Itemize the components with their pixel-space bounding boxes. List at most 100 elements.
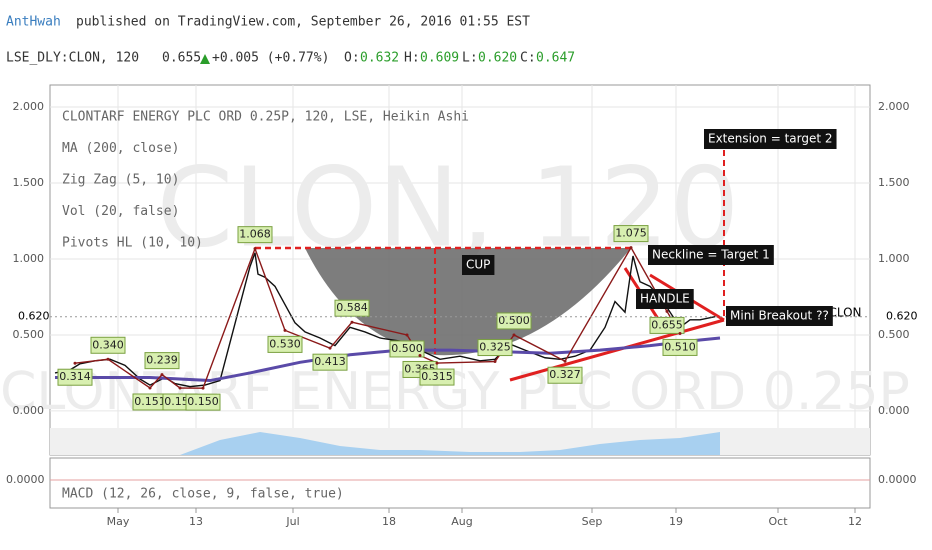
annotation-box [462, 255, 495, 275]
pivot-point [665, 309, 669, 313]
pivot-label: 0.530 [269, 337, 301, 350]
x-tick-label: Oct [768, 515, 788, 528]
high: 0.609 [420, 51, 459, 66]
pivot-box [312, 353, 348, 371]
pivot-box [57, 368, 93, 386]
pivot-point [405, 333, 409, 337]
legend-entry: Vol (20, false) [62, 204, 179, 219]
pivot-box [144, 352, 180, 370]
legend-entry: CLONTARF ENERGY PLC ORD 0.25P, 120, LSE,… [62, 110, 469, 125]
y2-tick-label: 1.500 [878, 176, 910, 189]
change: +0.005 (+0.77%) [212, 51, 329, 66]
pivot-label: 0.584 [336, 301, 368, 314]
pivot-point [563, 359, 567, 363]
x-tick-label: 13 [189, 515, 203, 528]
pivot-box [477, 339, 513, 357]
pivot-label: 0.500 [391, 342, 423, 355]
pivot-label: 0.327 [549, 368, 581, 381]
pivot-label: 1.075 [615, 227, 647, 240]
annotation: Neckline = Target 1 [652, 248, 770, 262]
pivot-label: 1.068 [239, 228, 271, 241]
annotation-box [648, 245, 774, 265]
open: 0.632 [360, 51, 399, 66]
pivot-box [334, 299, 370, 317]
annotation-box [704, 129, 837, 149]
annotation: CUP [466, 258, 490, 272]
pivot-point [201, 386, 205, 390]
volume-area [180, 432, 720, 455]
pivot-point [512, 333, 516, 337]
macd-tick-left: 0.0000 [6, 473, 45, 486]
pivot-label: 0.314 [59, 370, 91, 383]
pivot-label: 0.500 [498, 314, 530, 327]
pivot-box [267, 335, 303, 353]
annotation-box [726, 306, 833, 326]
x-tick-label: Jul [285, 515, 299, 528]
series-name: CLON [828, 306, 861, 320]
legend-entry: Pivots HL (10, 10) [62, 236, 203, 251]
author[interactable]: AntHwah [6, 15, 61, 30]
pivot-point [253, 247, 257, 251]
up-arrow [200, 54, 210, 64]
pivot-label: 0.340 [92, 338, 124, 351]
pivot-label: 0.150 [187, 395, 219, 408]
pivot-point [73, 361, 77, 365]
pivot-point [629, 246, 633, 250]
volume-band [50, 428, 870, 455]
pivot-point [106, 357, 110, 361]
pivot-label: 0.325 [479, 341, 511, 354]
pivot-box [237, 226, 273, 244]
annotation: HANDLE [640, 292, 690, 306]
pivot-point [328, 346, 332, 350]
y2-tick-label: 2.000 [878, 100, 910, 113]
y2-tick-label: 0.000 [878, 404, 910, 417]
pivot-point [178, 386, 182, 390]
y2-tick-label: 1.000 [878, 252, 910, 265]
macd-tick-right: 0.0000 [878, 473, 917, 486]
low-label: L: [462, 51, 478, 66]
cup-shape [305, 248, 631, 356]
pivot-label: 0.510 [664, 340, 696, 353]
pivot-point [160, 373, 164, 377]
pivot-label: 0.239 [146, 354, 178, 367]
x-tick-label: 12 [848, 515, 862, 528]
published: published on TradingView.com, September … [76, 15, 530, 30]
pivot-point [418, 353, 422, 357]
close-label: C: [520, 51, 536, 66]
y2-tick-label: 0.500 [878, 328, 910, 341]
annotation-box [636, 289, 694, 309]
close: 0.647 [536, 51, 575, 66]
open-label: O: [344, 51, 360, 66]
pivot-point [678, 331, 682, 335]
legend-entry: MA (200, close) [62, 141, 179, 156]
pivot-box [185, 393, 221, 411]
last-price-left: 0.620 [18, 310, 50, 323]
pivot-label: 0.151 [134, 395, 166, 408]
x-tick-label: 19 [669, 515, 683, 528]
x-tick-label: 18 [382, 515, 396, 528]
x-tick-label: Aug [451, 515, 472, 528]
pivot-box [90, 336, 126, 354]
indicator-line [55, 336, 721, 383]
symbol: LSE_DLY:CLON, 120 [6, 51, 139, 66]
annotation: Mini Breakout ?? [730, 309, 829, 323]
annotation: Extension = target 2 [708, 132, 833, 146]
y-tick-label: 0.000 [13, 404, 45, 417]
pivot-box [613, 225, 649, 243]
pivot-label: 0.315 [421, 370, 453, 383]
pivot-point [283, 328, 287, 332]
legend-entry: Zig Zag (5, 10) [62, 173, 179, 188]
macd-label: MACD (12, 26, close, 9, false, true) [62, 487, 344, 502]
pivot-point [493, 360, 497, 364]
pivot-point [435, 361, 439, 365]
pivot-point [350, 320, 354, 324]
pivot-box [389, 340, 425, 358]
pivot-label: 0.413 [314, 355, 346, 368]
pivot-box [662, 338, 698, 356]
pivot-label: 0.655 [651, 318, 683, 331]
last: 0.655 [162, 51, 201, 66]
y-tick-label: 1.500 [13, 176, 45, 189]
pivot-point [148, 386, 152, 390]
